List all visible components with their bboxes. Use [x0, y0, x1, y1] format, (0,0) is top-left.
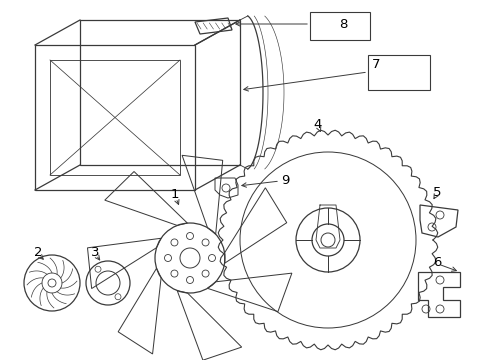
Text: 4: 4	[314, 118, 322, 131]
Text: 7: 7	[372, 58, 381, 72]
Text: 9: 9	[281, 174, 289, 186]
Text: 8: 8	[339, 18, 347, 31]
Bar	[368, 55, 430, 90]
Text: 1: 1	[171, 189, 179, 202]
Bar	[310, 12, 370, 40]
Text: 6: 6	[433, 256, 441, 269]
Text: 2: 2	[34, 246, 42, 258]
Text: 3: 3	[91, 246, 99, 258]
Text: 5: 5	[433, 185, 441, 198]
